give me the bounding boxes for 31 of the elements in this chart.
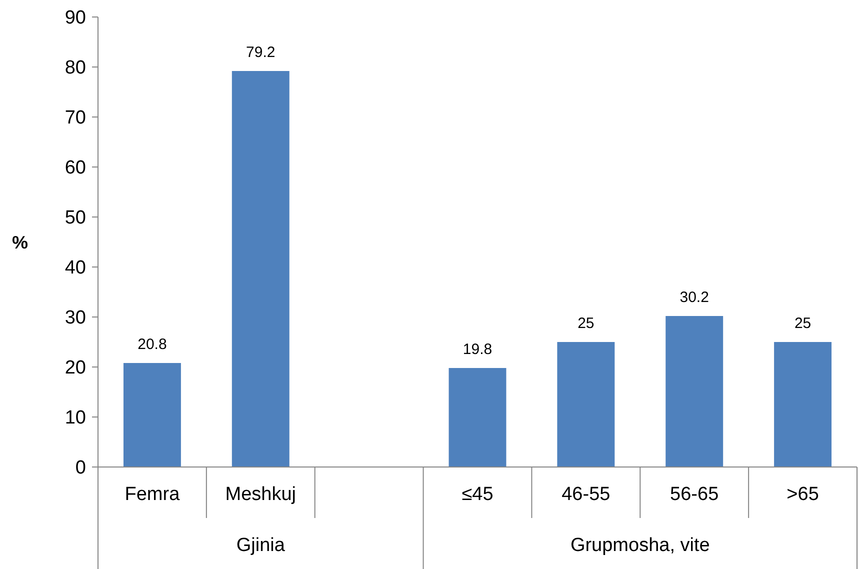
text: Gjinia [236, 535, 286, 556]
bar [774, 342, 832, 467]
bar [557, 342, 615, 467]
y-tick-label: 70 [64, 108, 86, 129]
bar [448, 368, 506, 467]
x-tick-label: Meshkuj [225, 484, 296, 505]
y-tick-label: 10 [64, 408, 86, 429]
data-label: 19.8 [462, 341, 492, 358]
y-tick-label: 40 [64, 258, 86, 279]
y-tick-label: 90 [64, 8, 86, 29]
y-tick-label: 80 [64, 58, 86, 79]
bar [666, 316, 724, 467]
x-tick-label: 56-65 [670, 484, 719, 505]
x-tick-label: 46-55 [562, 484, 610, 505]
y-tick-label: 30 [64, 308, 86, 329]
data-label: 25 [578, 315, 594, 332]
text: Grupmosha, vite [570, 535, 710, 556]
y-tick-label: 50 [64, 208, 86, 229]
x-tick-label: Femra [124, 484, 180, 505]
data-label: 30.2 [680, 289, 709, 306]
x-tick-label: >65 [786, 484, 819, 505]
data-label: 20.8 [138, 336, 167, 353]
y-axis-title: % [12, 232, 28, 252]
bar [123, 363, 181, 467]
y-tick-label: 20 [64, 358, 86, 379]
bar [232, 71, 290, 467]
y-tick-label: 0 [75, 458, 86, 479]
data-label: 25 [794, 315, 812, 332]
x-tick-label: ≤45 [462, 484, 494, 505]
y-tick-label: 60 [64, 158, 86, 179]
data-label: 79.2 [246, 44, 276, 61]
